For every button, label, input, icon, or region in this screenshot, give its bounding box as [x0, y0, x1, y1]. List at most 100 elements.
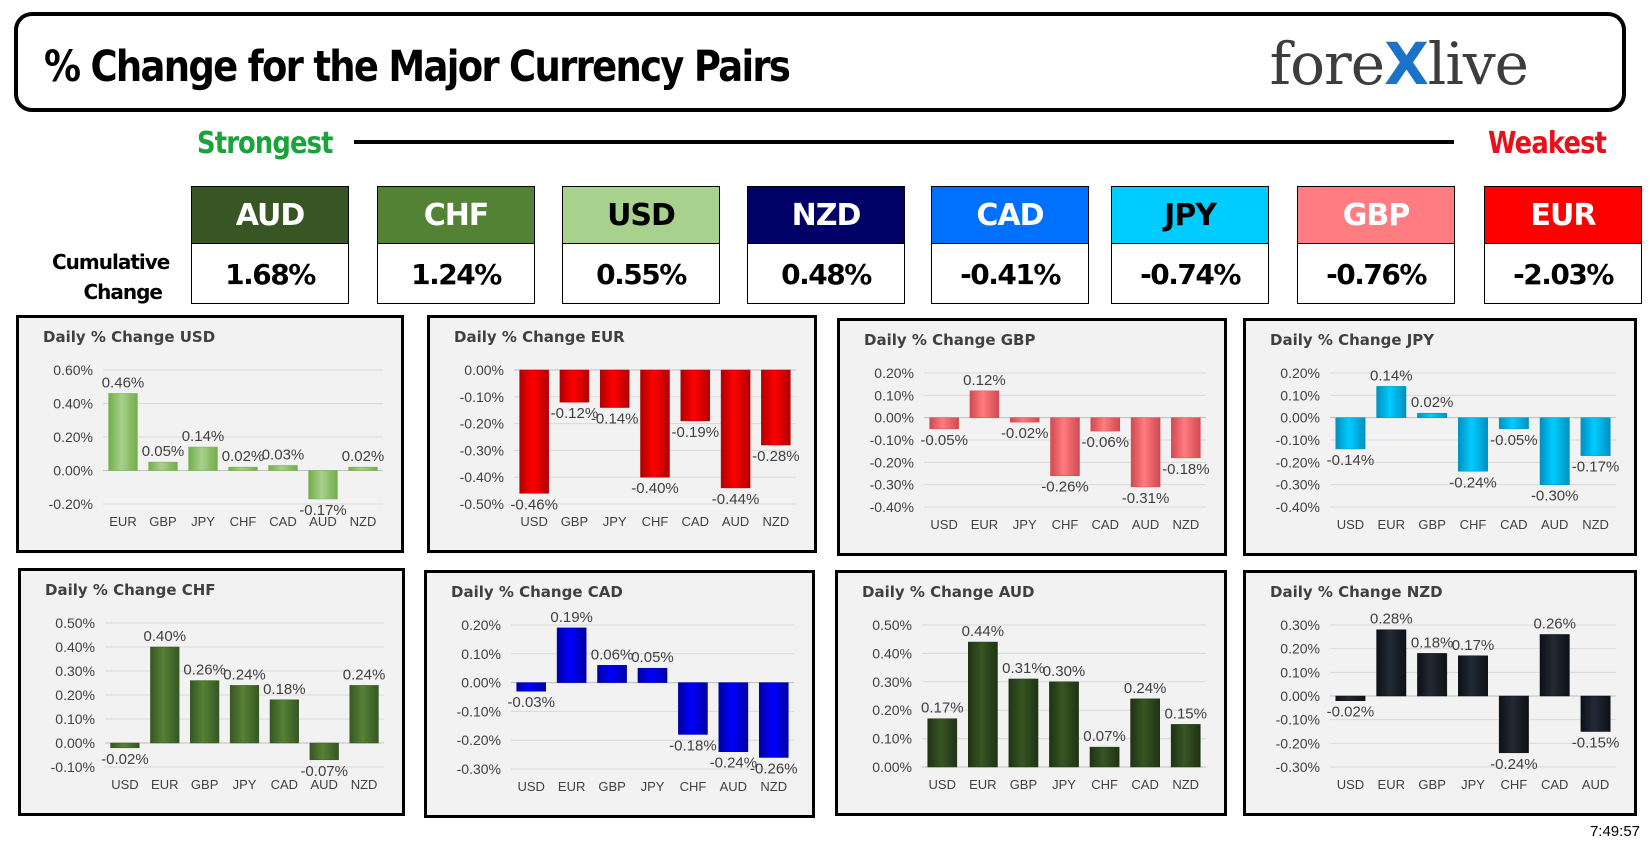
x-category-label: EUR	[109, 514, 136, 529]
cumulative-change-value: -0.41%	[960, 257, 1061, 291]
bar-gbp	[1417, 653, 1448, 697]
y-tick-label: 0.10%	[1280, 387, 1320, 403]
y-tick-label: -0.20%	[49, 496, 93, 512]
currency-code: USD	[563, 187, 719, 244]
bar-gbp	[1417, 412, 1448, 418]
x-category-label: USD	[1337, 777, 1364, 792]
data-label: 0.24%	[1124, 680, 1167, 697]
y-tick-label: 0.20%	[55, 687, 95, 703]
x-category-label: JPY	[603, 514, 627, 529]
data-label: 0.31%	[1002, 660, 1045, 677]
x-category-label: JPY	[233, 777, 257, 792]
currency-code: JPY	[1112, 187, 1268, 244]
bar-nzd	[348, 466, 378, 471]
logo-suffix: live	[1427, 30, 1529, 98]
chart-title: Daily % Change AUD	[862, 583, 1035, 601]
y-tick-label: 0.00%	[1280, 688, 1320, 704]
timestamp: 7:49:57	[1589, 823, 1640, 840]
data-label: 0.46%	[102, 374, 145, 391]
bar-jpy	[599, 369, 630, 408]
x-category-label: EUR	[151, 777, 178, 792]
y-tick-label: -0.30%	[870, 477, 914, 493]
logo-x: X	[1384, 30, 1429, 98]
data-label: -0.05%	[1490, 432, 1538, 449]
y-tick-label: -0.10%	[457, 703, 501, 719]
data-label: 0.12%	[963, 372, 1006, 389]
y-tick-label: -0.20%	[1276, 454, 1320, 470]
y-tick-label: 0.20%	[872, 702, 912, 718]
data-label: -0.06%	[1082, 434, 1130, 451]
bar-chart: 0.20% 0.10% 0.00% -0.10% -0.20% -0.30% -0.40% -…	[1276, 365, 1620, 532]
bar-usd	[929, 417, 959, 430]
bar-usd	[516, 682, 547, 692]
y-tick-label: 0.00%	[1280, 410, 1320, 426]
bar-eur	[556, 627, 587, 683]
data-label: 0.02%	[1411, 394, 1454, 411]
x-category-label: CAD	[1541, 777, 1568, 792]
data-label: -0.02%	[1001, 425, 1049, 442]
bar-jpy	[188, 446, 218, 471]
bar-chart: 0.50% 0.40% 0.30% 0.20% 0.10% 0.00% 0.17% USD 0.…	[872, 617, 1207, 792]
x-category-label: NZD	[1172, 777, 1199, 792]
y-tick-label: -0.30%	[1276, 477, 1320, 493]
x-category-label: NZD	[350, 514, 377, 529]
data-label: -0.18%	[669, 737, 717, 754]
bar-chart: 0.00% -0.10% -0.20% -0.30% -0.40% -0.50% -0.46…	[460, 362, 800, 529]
currency-code: CAD	[932, 187, 1088, 244]
x-category-label: CAD	[682, 514, 709, 529]
cumulative-change-value: -2.03%	[1513, 257, 1614, 291]
data-label: 0.15%	[1164, 705, 1207, 722]
y-tick-label: 0.00%	[872, 759, 912, 775]
data-label: -0.12%	[551, 405, 599, 422]
x-category-label: NZD	[762, 514, 789, 529]
currency-code: NZD	[748, 187, 904, 244]
chart-panel-usd: Daily % Change USD 0.60% 0.40% 0.20% 0.00% -0…	[16, 315, 404, 553]
x-category-label: CHF	[642, 514, 669, 529]
y-tick-label: 0.20%	[461, 617, 501, 633]
x-category-label: AUD	[722, 514, 749, 529]
bar-chart: 0.60% 0.40% 0.20% 0.00% -0.20% 0.46% EUR 0.05% G…	[49, 362, 385, 529]
chart-panel-nzd: Daily % Change NZD 0.30% 0.20% 0.10% 0.00% -0…	[1243, 570, 1637, 816]
currency-code: GBP	[1298, 187, 1454, 244]
bar-eur	[108, 393, 138, 471]
y-tick-label: 0.00%	[53, 463, 93, 479]
data-label: 0.05%	[142, 443, 185, 460]
logo-prefix: fore	[1269, 30, 1385, 98]
data-label: 0.40%	[144, 628, 187, 645]
x-category-label: USD	[1337, 517, 1364, 532]
data-label: 0.03%	[262, 446, 305, 463]
currency-card-chf: CHF 1.24%	[377, 186, 535, 304]
bar-gbp	[190, 680, 220, 744]
data-label: -0.44%	[712, 491, 760, 508]
currency-card-jpy: JPY -0.74%	[1111, 186, 1269, 304]
y-tick-label: -0.10%	[460, 389, 504, 405]
bar-nzd	[758, 682, 789, 758]
y-tick-label: 0.10%	[461, 646, 501, 662]
currency-card-gbp: GBP -0.76%	[1297, 186, 1455, 304]
bar-usd	[519, 369, 549, 494]
bar-aud	[308, 470, 338, 500]
bar-jpy	[229, 685, 260, 744]
bar-eur	[1376, 629, 1407, 697]
chart-panel-gbp: Daily % Change GBP 0.20% 0.10% 0.00% -0.10% -…	[837, 318, 1227, 556]
data-label: 0.26%	[183, 662, 226, 679]
y-tick-label: -0.20%	[457, 732, 501, 748]
weakest-label: Weakest	[1488, 126, 1607, 161]
data-label: -0.24%	[710, 755, 758, 772]
y-tick-label: -0.20%	[1276, 735, 1320, 751]
x-category-label: JPY	[1461, 777, 1485, 792]
y-tick-label: 0.50%	[872, 617, 912, 633]
y-tick-label: 0.10%	[1280, 664, 1320, 680]
data-label: -0.03%	[507, 694, 555, 711]
x-category-label: USD	[111, 777, 138, 792]
data-label: 0.19%	[550, 609, 593, 626]
chart-title: Daily % Change GBP	[864, 331, 1036, 349]
chart-panel-cad: Daily % Change CAD 0.20% 0.10% 0.00% -0.10% -…	[424, 570, 815, 818]
x-category-label: JPY	[641, 779, 665, 794]
bar-chf	[1458, 417, 1488, 472]
currency-code: CHF	[378, 187, 534, 244]
x-category-label: AUD	[309, 514, 336, 529]
data-label: -0.15%	[1572, 735, 1620, 752]
y-tick-label: 0.00%	[461, 675, 501, 691]
currency-card-usd: USD 0.55%	[562, 186, 720, 304]
